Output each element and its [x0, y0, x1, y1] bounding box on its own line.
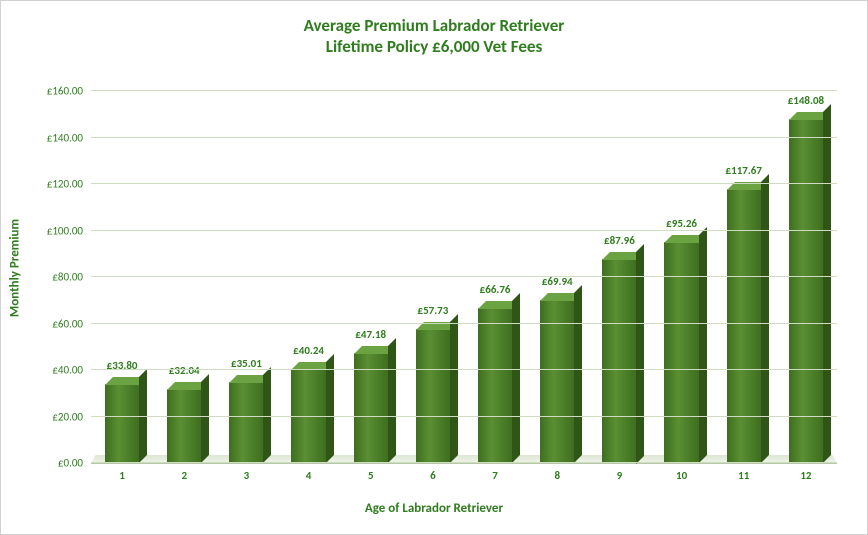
bar-value-label: £35.01	[231, 357, 262, 370]
x-tick-label: 10	[676, 463, 687, 482]
bar-slot: £57.736	[402, 91, 464, 463]
gridline	[91, 323, 837, 324]
gridline	[91, 137, 837, 138]
bar-slot: £33.801	[91, 91, 153, 463]
bar-slot: £32.042	[153, 91, 215, 463]
y-axis-title: Monthly Premium	[8, 218, 23, 316]
bar-slot: £66.767	[464, 91, 526, 463]
bar	[167, 389, 201, 463]
y-tick-label: £80.00	[52, 271, 91, 284]
y-tick-label: £0.00	[58, 457, 91, 470]
gridline	[91, 230, 837, 231]
x-tick-label: 5	[368, 463, 374, 482]
bar-value-label: £95.26	[666, 217, 697, 230]
x-tick-label: 11	[738, 463, 749, 482]
x-tick-label: 9	[617, 463, 623, 482]
bar-slot: £69.948	[526, 91, 588, 463]
y-tick-label: £160.00	[47, 85, 91, 98]
bar	[416, 329, 450, 463]
y-tick-label: £100.00	[47, 224, 91, 237]
bar-value-label: £32.04	[169, 364, 200, 377]
bar-slot: £35.013	[215, 91, 277, 463]
bar-value-label: £33.80	[107, 359, 138, 372]
gridline	[91, 369, 837, 370]
gridline	[91, 183, 837, 184]
bar	[478, 308, 512, 463]
y-tick-label: £140.00	[47, 131, 91, 144]
premium-bar-chart: Average Premium Labrador Retriever Lifet…	[1, 1, 867, 534]
x-tick-label: 3	[244, 463, 250, 482]
chart-title-line1: Average Premium Labrador Retriever	[1, 15, 867, 36]
y-tick-label: £60.00	[52, 317, 91, 330]
gridline	[91, 90, 837, 91]
bars-container: £33.801£32.042£35.013£40.244£47.185£57.7…	[91, 91, 837, 463]
x-tick-label: 12	[800, 463, 811, 482]
bar-value-label: £87.96	[604, 234, 635, 247]
bar-slot: £117.6711	[713, 91, 775, 463]
bar	[540, 300, 574, 463]
bar	[229, 382, 263, 463]
gridline	[91, 416, 837, 417]
bar-value-label: £66.76	[480, 283, 511, 296]
bar	[105, 384, 139, 463]
bar-value-label: £69.94	[542, 275, 573, 288]
x-tick-label: 2	[181, 463, 187, 482]
y-tick-label: £20.00	[52, 410, 91, 423]
bar	[664, 242, 698, 463]
bar-value-label: £47.18	[355, 328, 386, 341]
gridline	[91, 462, 837, 463]
x-axis-title: Age of Labrador Retriever	[1, 501, 867, 516]
x-tick-label: 1	[119, 463, 125, 482]
bar-value-label: £40.24	[293, 344, 324, 357]
bar	[789, 119, 823, 463]
bar-slot: £148.0812	[775, 91, 837, 463]
bar-value-label: £148.08	[788, 94, 824, 107]
x-tick-label: 8	[554, 463, 560, 482]
x-tick-label: 7	[492, 463, 498, 482]
y-tick-label: £120.00	[47, 178, 91, 191]
chart-title-line2: Lifetime Policy £6,000 Vet Fees	[1, 36, 867, 57]
bar	[602, 259, 636, 464]
bar-value-label: £117.67	[726, 164, 762, 177]
gridline	[91, 276, 837, 277]
plot-area: £33.801£32.042£35.013£40.244£47.185£57.7…	[91, 91, 837, 464]
bar-slot: £47.185	[340, 91, 402, 463]
y-tick-label: £40.00	[52, 364, 91, 377]
bar-value-label: £57.73	[417, 304, 448, 317]
bar-slot: £95.2610	[651, 91, 713, 463]
chart-title: Average Premium Labrador Retriever Lifet…	[1, 15, 867, 58]
x-tick-label: 6	[430, 463, 436, 482]
bar-slot: £40.244	[278, 91, 340, 463]
x-tick-label: 4	[306, 463, 312, 482]
bar-slot: £87.969	[588, 91, 650, 463]
